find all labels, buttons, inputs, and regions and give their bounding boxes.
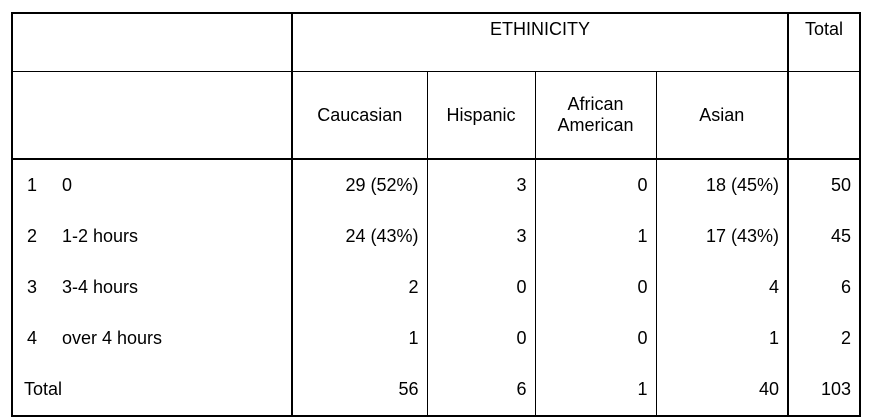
cell-caucasian: 1 (292, 313, 428, 364)
ethnicity-group-header: ETHINICITY (292, 12, 789, 72)
cell-asian: 17 (43%) (705, 226, 780, 246)
total-column-header: Total (787, 12, 862, 72)
corner-cell-bottom (11, 71, 293, 160)
cell-caucasian: 29 (52%) (292, 159, 428, 211)
table-row: 1 0 29 (52%) 3 0 18 (45%) 50 (11, 159, 862, 211)
row-label: 3-4 hours (62, 262, 293, 313)
column-header-caucasian: Caucasian (292, 71, 428, 160)
column-header-hispanic: Hispanic (427, 71, 536, 160)
row-label: 0 (62, 159, 293, 211)
row-code: 1 (11, 159, 62, 211)
cell-asian: 4 (769, 277, 780, 297)
cell-caucasian: 2 (292, 262, 428, 313)
column-header-african-american: African American (535, 71, 657, 160)
table-row: 4 over 4 hours 1 0 0 1 2 (11, 313, 862, 364)
total-hispanic: 6 (427, 364, 536, 417)
column-header-african-line2: American (557, 115, 634, 135)
cell-african-american: 0 (535, 313, 657, 364)
cell-hispanic: 0 (427, 262, 536, 313)
row-label: over 4 hours (62, 313, 293, 364)
table-row: 3 3-4 hours 2 0 0 4 6 (11, 262, 862, 313)
total-column-header-blank (787, 71, 862, 160)
row-label: 1-2 hours (62, 211, 293, 262)
header-row-columns: Caucasian Hispanic African American Asia… (11, 71, 862, 160)
cell-hispanic: 3 (427, 211, 536, 262)
grand-total: 103 (787, 364, 862, 417)
corner-cell-top (11, 12, 293, 72)
total-caucasian: 56 (292, 364, 428, 417)
totals-row: Total 56 6 1 40 103 (11, 364, 862, 417)
cell-asian: 18 (45%) (705, 175, 780, 195)
cell-hispanic: 0 (427, 313, 536, 364)
cell-african-american: 0 (535, 262, 657, 313)
cell-asian: 1 (769, 328, 780, 348)
cell-total: 2 (787, 313, 862, 364)
row-code: 3 (11, 262, 62, 313)
cell-african-american: 1 (535, 211, 657, 262)
cell-total: 6 (787, 262, 862, 313)
crosstab-table: ETHINICITY Total Caucasian Hispanic Afri… (11, 12, 862, 417)
total-african-american: 1 (535, 364, 657, 417)
row-code: 2 (11, 211, 62, 262)
totals-label: Total (11, 364, 293, 417)
column-header-asian-label: Asian (699, 104, 745, 125)
total-asian: 40 (656, 364, 789, 417)
cell-african-american: 0 (535, 159, 657, 211)
column-header-caucasian-label: Caucasian (317, 104, 403, 125)
cell-caucasian: 24 (43%) (292, 211, 428, 262)
cell-hispanic: 3 (427, 159, 536, 211)
column-header-hispanic-label: Hispanic (446, 104, 516, 125)
cell-total: 50 (787, 159, 862, 211)
header-row-group: ETHINICITY Total (11, 12, 862, 72)
row-code: 4 (11, 313, 62, 364)
column-header-asian: Asian (656, 71, 789, 160)
table-row: 2 1-2 hours 24 (43%) 3 1 17 (43%) 45 (11, 211, 862, 262)
cell-total: 45 (787, 211, 862, 262)
column-header-african-line1: African (567, 94, 624, 114)
